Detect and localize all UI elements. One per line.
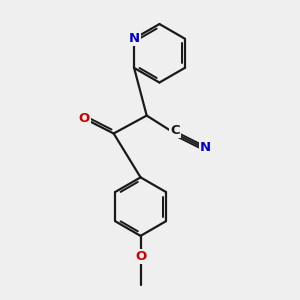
Text: C: C bbox=[170, 124, 180, 137]
Text: N: N bbox=[128, 32, 140, 45]
Text: O: O bbox=[135, 250, 146, 263]
Text: N: N bbox=[200, 141, 211, 154]
Text: O: O bbox=[78, 112, 90, 125]
